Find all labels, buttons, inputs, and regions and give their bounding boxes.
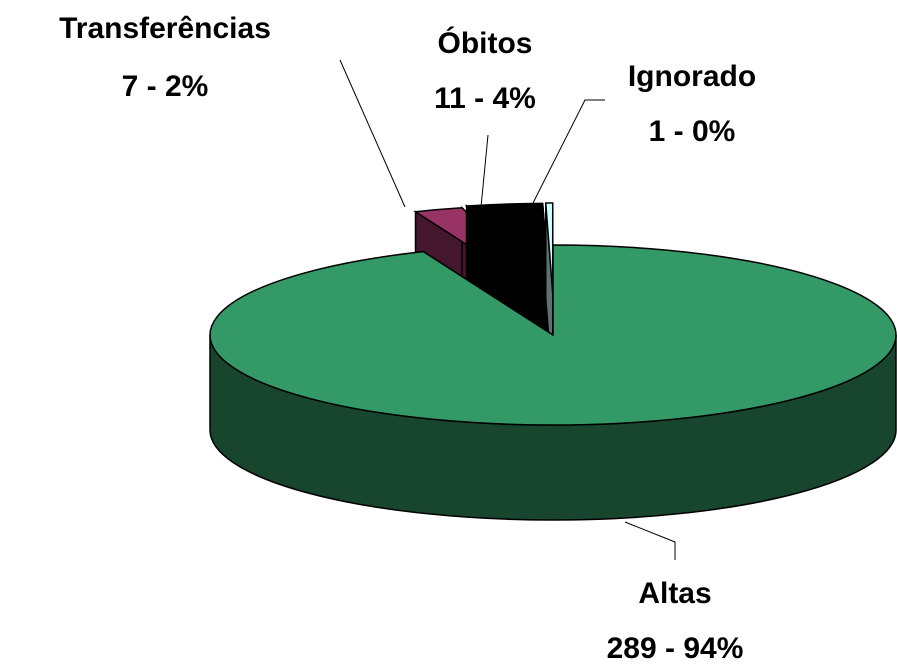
slice-label: Óbitos <box>438 26 533 60</box>
slice <box>464 202 551 296</box>
leader-line <box>480 134 489 208</box>
leader-line <box>339 59 406 208</box>
value-label: 289 - 94% <box>607 632 744 665</box>
slice <box>544 202 554 294</box>
value-label: 1 - 0% <box>649 115 736 148</box>
value-label: 7 - 2% <box>122 70 209 103</box>
pie <box>209 202 897 521</box>
leader-line <box>531 99 605 206</box>
slice-label: Ignorado <box>628 60 756 93</box>
slice-label: Altas <box>638 577 711 610</box>
slice <box>209 244 897 426</box>
leader-line <box>624 521 676 560</box>
value-label: 11 - 4% <box>434 82 536 115</box>
slice-label: Transferências <box>59 12 271 45</box>
